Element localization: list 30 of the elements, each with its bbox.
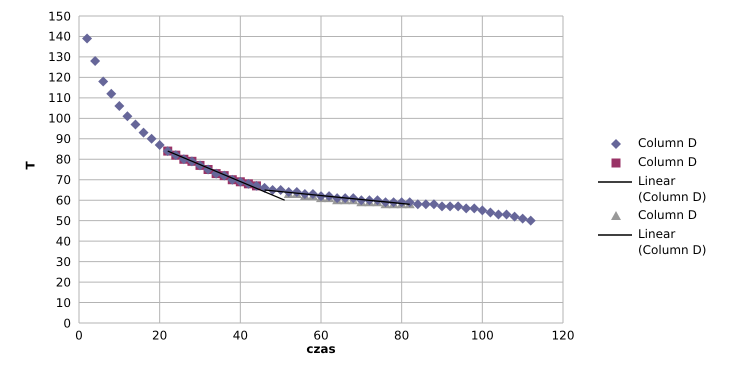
x-tick-label: 120	[552, 328, 574, 343]
y-tick-label: 50	[56, 214, 71, 228]
x-tick-label: 80	[394, 328, 410, 343]
x-axis-title: czas	[306, 342, 336, 356]
y-tick-label: 0	[63, 316, 71, 330]
y-tick-label: 140	[48, 30, 71, 44]
legend-label: Linear (Column D)	[638, 226, 708, 258]
y-tick-label: 150	[48, 9, 71, 24]
y-tick-label: 80	[56, 152, 71, 167]
y-tick-label: 70	[56, 172, 71, 187]
y-tick-label: 40	[56, 234, 71, 248]
x-tick-label: 100	[470, 328, 494, 343]
y-tick-label: 30	[56, 254, 71, 269]
y-tick-label: 100	[48, 112, 71, 126]
x-tick-label: 20	[152, 328, 168, 343]
legend-label: Column D	[638, 207, 698, 223]
x-tick-label: 40	[232, 328, 248, 343]
legend-label: Column D	[638, 154, 698, 170]
y-axis-title: T	[23, 160, 38, 170]
y-tick-label: 110	[48, 91, 71, 106]
x-tick-label: 60	[313, 328, 329, 343]
legend-label: Column D	[638, 135, 698, 151]
y-tick-label: 60	[56, 193, 71, 208]
y-tick-label: 20	[56, 275, 71, 290]
y-tick-label: 90	[56, 132, 71, 146]
x-tick-label: 0	[75, 328, 83, 343]
y-tick-label: 120	[48, 70, 71, 85]
legend-label: Linear (Column D)	[638, 173, 708, 205]
y-tick-label: 130	[48, 50, 71, 64]
y-tick-label: 10	[56, 296, 71, 310]
